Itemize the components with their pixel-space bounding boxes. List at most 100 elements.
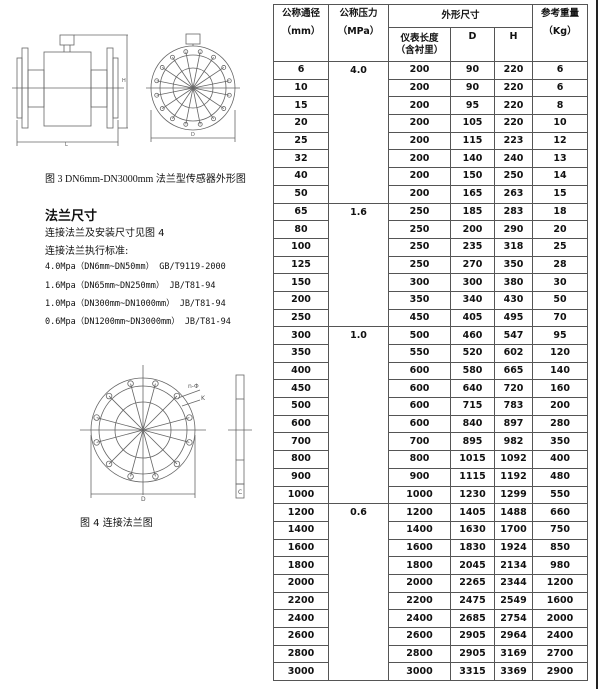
weight-cell: 550: [532, 485, 589, 505]
h-cell: 380: [493, 273, 534, 292]
dn-cell: 1600: [273, 538, 329, 558]
header-H: H: [493, 27, 534, 62]
dn-cell: 250: [273, 308, 329, 328]
table-row: 250 450 405 495 70: [273, 308, 589, 328]
table-row: 65 1.6 250 185 283 18: [273, 202, 589, 328]
dn-cell: 350: [273, 344, 329, 363]
length-cell: 1400: [388, 520, 451, 540]
spoke-line: [162, 67, 194, 89]
d-cell: 1630: [450, 520, 495, 540]
length-cell: 500: [388, 326, 451, 345]
table-row: 700 700 895 982 350: [273, 432, 589, 452]
length-cell: 800: [388, 450, 451, 469]
dn-cell: 900: [273, 467, 329, 487]
d-cell: 1230: [450, 485, 495, 505]
page-edge-line: [596, 0, 598, 689]
spoke-line: [96, 417, 144, 431]
bolt-hole: [159, 65, 165, 70]
weight-cell: 14: [532, 167, 589, 186]
h-cell: 283: [493, 202, 534, 222]
h-cell: 220: [493, 78, 534, 98]
table-row: 800 800 1015 1092 400: [273, 450, 589, 469]
header-dn: 公称通径 （mm）: [273, 4, 329, 62]
table-row: 200 350 340 430 50: [273, 290, 589, 310]
bolt-hole: [173, 392, 181, 400]
table-row: 40 200 150 250 14: [273, 167, 589, 186]
spoke-line: [192, 80, 230, 89]
h-cell: 665: [493, 361, 534, 381]
weight-cell: 120: [532, 344, 589, 363]
table-row: 25 200 115 223 12: [273, 131, 589, 151]
table-row: 300 1.0 500 460 547 95: [273, 326, 589, 505]
d-cell: 2045: [450, 556, 495, 575]
d-cell: 460: [450, 326, 495, 345]
d-cell: 150: [450, 167, 495, 186]
length-cell: 2000: [388, 573, 451, 593]
table-row: 15 200 95 220 8: [273, 96, 589, 116]
d-cell: 185: [450, 202, 495, 222]
h-cell: 220: [493, 61, 534, 80]
bolt-hole: [221, 65, 227, 70]
table-row: 2000 2000 2265 2344 1200: [273, 573, 589, 593]
length-cell: 2800: [388, 644, 451, 664]
dimension-table: 公称通径 （mm） 公称压力 （MPa） 外形尺寸 参考重量 （Kg） 仪表长度（含衬…: [273, 4, 589, 682]
h-cell: 263: [493, 184, 534, 204]
table-row: 1200 0.6 1200 1405 1488 660: [273, 503, 589, 682]
table-row: 2400 2400 2685 2754 2000: [273, 609, 589, 628]
length-cell: 600: [388, 397, 451, 416]
d-cell: 235: [450, 237, 495, 257]
table-row: 32 200 140 240 13: [273, 149, 589, 169]
weight-cell: 350: [532, 432, 589, 452]
dn-cell: 2400: [273, 609, 329, 628]
flange-line1: 连接法兰及安装尺寸见图 4: [45, 228, 165, 239]
table-row: 6 4.0 200 90 220 6: [273, 61, 589, 204]
dn-cell: 20: [273, 114, 329, 133]
length-cell: 200: [388, 61, 451, 80]
weight-cell: 6: [532, 78, 589, 98]
h-cell: 220: [493, 114, 534, 133]
h-cell: 250: [493, 167, 534, 186]
d-cell: 1405: [450, 503, 495, 522]
d-cell: 90: [450, 78, 495, 98]
length-cell: 1600: [388, 538, 451, 558]
h-cell: 720: [493, 379, 534, 399]
spoke-line: [108, 429, 144, 465]
weight-cell: 400: [532, 450, 589, 469]
table-row: 2200 2200 2475 2549 1600: [273, 591, 589, 611]
bolt-hole: [105, 460, 113, 468]
length-cell: 200: [388, 114, 451, 133]
dn-cell: 1000: [273, 485, 329, 505]
weight-cell: 25: [532, 237, 589, 257]
weight-cell: 8: [532, 96, 589, 116]
spoke-line: [96, 429, 144, 443]
flange-line2: 连接法兰执行标准:: [45, 246, 129, 257]
d-cell: 300: [450, 273, 495, 292]
weight-cell: 1600: [532, 591, 589, 611]
dn-cell: 10: [273, 78, 329, 98]
standard-item: 0.6Mpa（DN1200mm~DN3000mm） JB/T81-94: [45, 317, 231, 327]
h-cell: 3369: [493, 662, 534, 682]
dn-cell: 450: [273, 379, 329, 399]
d-cell: 270: [450, 255, 495, 275]
length-cell: 1000: [388, 485, 451, 505]
weight-cell: 70: [532, 308, 589, 328]
h-cell: 350: [493, 255, 534, 275]
spoke-line: [162, 87, 194, 109]
dn-cell: 800: [273, 450, 329, 469]
bolt-hole: [105, 392, 113, 400]
spoke-line: [142, 429, 190, 443]
table-row: 1600 1600 1830 1924 850: [273, 538, 589, 558]
dn-cell: 1400: [273, 520, 329, 540]
weight-cell: 12: [532, 131, 589, 151]
length-cell: 600: [388, 379, 451, 399]
spoke-line: [142, 429, 156, 477]
dn-cell: 1800: [273, 556, 329, 575]
dn-cell: 2200: [273, 591, 329, 611]
d-cell: 1115: [450, 467, 495, 487]
weight-cell: 10: [532, 114, 589, 133]
table-row: 50 200 165 263 15: [273, 184, 589, 204]
spoke-line: [130, 429, 144, 477]
h-cell: 547: [493, 326, 534, 345]
length-cell: 2200: [388, 591, 451, 611]
spoke-line: [192, 87, 224, 109]
